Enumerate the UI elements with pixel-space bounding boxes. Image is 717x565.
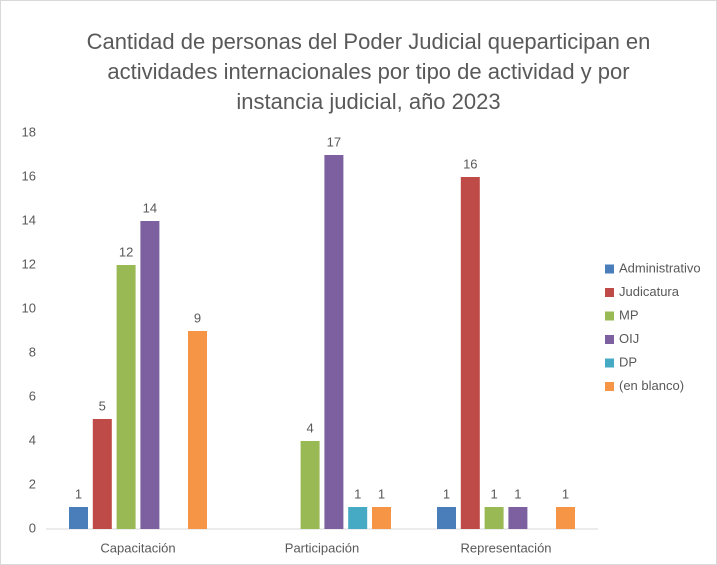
y-tick-label: 10 (22, 300, 36, 315)
bar (437, 507, 456, 529)
data-label: 14 (143, 200, 157, 215)
data-label: 1 (75, 486, 82, 501)
x-tick-label: Representación (460, 540, 551, 555)
y-tick-label: 6 (29, 388, 36, 403)
y-tick-label: 18 (22, 124, 36, 139)
legend-swatch (605, 288, 614, 297)
bar (188, 331, 207, 529)
legend-swatch (605, 264, 614, 274)
data-label: 1 (443, 486, 450, 501)
x-tick-label: Capacitación (100, 540, 175, 555)
data-label: 1 (514, 486, 521, 501)
y-tick-label: 12 (22, 256, 36, 271)
y-tick-label: 14 (22, 212, 36, 227)
y-tick-label: 8 (29, 344, 36, 359)
bar (69, 507, 88, 529)
bar (116, 265, 136, 529)
y-tick-label: 0 (29, 520, 36, 535)
bar (92, 419, 112, 529)
legend-label: MP (619, 307, 639, 322)
data-label: 17 (327, 134, 341, 149)
legend-label: (en blanco) (619, 378, 684, 393)
bar (372, 507, 391, 529)
bar (556, 507, 575, 529)
bar (140, 221, 160, 529)
data-label: 4 (306, 420, 313, 435)
bar (348, 507, 368, 529)
data-label: 1 (354, 486, 361, 501)
y-tick-label: 4 (29, 432, 36, 447)
y-tick-label: 2 (29, 476, 36, 491)
data-label: 16 (463, 156, 477, 171)
bar (300, 441, 320, 529)
data-label: 1 (562, 486, 569, 501)
legend-swatch (605, 382, 614, 391)
bar (324, 155, 344, 529)
legend-swatch (605, 358, 614, 368)
y-tick-label: 16 (22, 168, 36, 183)
legend-label: Administrativo (619, 260, 701, 275)
legend-swatch (605, 311, 614, 321)
bar (460, 177, 480, 529)
legend-swatch (605, 335, 614, 344)
bar (508, 507, 528, 529)
legend-label: Judicatura (619, 284, 680, 299)
data-label: 9 (194, 310, 201, 325)
data-label: 1 (490, 486, 497, 501)
chart-title: Cantidad de personas del Poder Judicial … (86, 29, 651, 114)
bar (484, 507, 504, 529)
legend-label: DP (619, 354, 637, 369)
x-tick-label: Participación (285, 540, 359, 555)
data-label: 1 (378, 486, 385, 501)
data-label: 5 (99, 398, 106, 413)
data-label: 12 (119, 244, 133, 259)
legend-label: OIJ (619, 331, 639, 346)
